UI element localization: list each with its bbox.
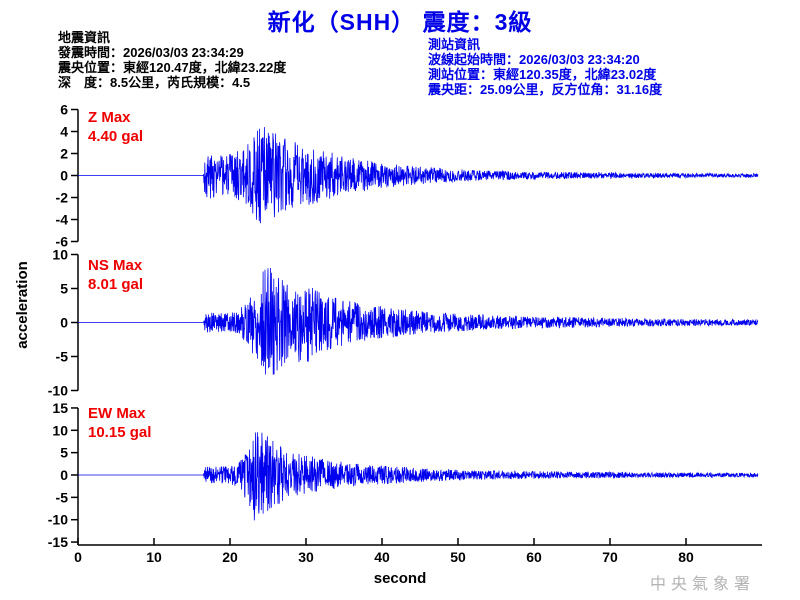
svg-text:30: 30 [298, 549, 314, 565]
svg-text:15: 15 [52, 400, 68, 416]
channel-label-ew: EW Max 10.15 gal [88, 404, 151, 442]
depth-magnitude: 深 度：8.5公里，芮氏規模：4.5 [58, 75, 251, 90]
svg-text:60: 60 [526, 549, 542, 565]
epicenter-location: 震央位置：東經120.47度，北緯23.22度 [58, 60, 287, 75]
svg-text:0: 0 [60, 315, 68, 331]
svg-text:-10: -10 [48, 512, 68, 528]
channel-label-ns: NS Max 8.01 gal [88, 256, 143, 294]
svg-text:-10: -10 [48, 383, 68, 399]
channel-label-z: Z Max 4.40 gal [88, 108, 143, 146]
svg-text:-6: -6 [56, 234, 69, 250]
epicentral-distance: 震央距：25.09公里，反方位角：31.16度 [428, 82, 663, 97]
svg-text:10: 10 [146, 549, 162, 565]
svg-text:2: 2 [60, 146, 68, 162]
origin-time: 發震時間：2026/03/03 23:34:29 [58, 45, 244, 60]
svg-text:-5: -5 [56, 489, 69, 505]
svg-text:5: 5 [60, 281, 68, 297]
station-location: 測站位置：東經120.35度，北緯23.02度 [428, 67, 657, 82]
page-title: 新化（SHH） 震度：3級 [267, 9, 533, 35]
svg-text:50: 50 [450, 549, 466, 565]
svg-text:0: 0 [60, 168, 68, 184]
svg-text:5: 5 [60, 445, 68, 461]
channel-ns-max: 8.01 gal [88, 276, 144, 293]
svg-text:10: 10 [52, 247, 68, 263]
svg-text:-4: -4 [56, 212, 69, 228]
svg-text:40: 40 [374, 549, 390, 565]
svg-text:70: 70 [602, 549, 618, 565]
svg-text:-5: -5 [56, 349, 69, 365]
svg-text:10: 10 [52, 422, 68, 438]
svg-text:-2: -2 [56, 190, 69, 206]
channel-z-name: Z Max [88, 109, 131, 126]
channel-ew-max: 10.15 gal [88, 424, 152, 441]
svg-text:4: 4 [60, 124, 68, 140]
earthquake-info-block: 地震資訊 發震時間：2026/03/03 23:34:29 震央位置：東經120… [58, 30, 286, 90]
wave-start-time: 波線起始時間：2026/03/03 23:34:20 [428, 52, 640, 67]
svg-text:20: 20 [222, 549, 238, 565]
station-info-heading: 測站資訊 [428, 37, 481, 52]
x-axis-title: second [373, 570, 427, 587]
svg-text:80: 80 [678, 549, 694, 565]
svg-text:0: 0 [74, 549, 82, 565]
svg-text:0: 0 [60, 467, 68, 483]
channel-ns-name: NS Max [88, 257, 143, 274]
svg-text:6: 6 [60, 102, 68, 118]
channel-z-max: 4.40 gal [88, 128, 144, 145]
svg-text:-15: -15 [48, 534, 68, 550]
agency-watermark: 中央氣象署 [650, 576, 756, 593]
channel-ew-name: EW Max [88, 405, 146, 422]
station-info-block: 測站資訊 波線起始時間：2026/03/03 23:34:20 測站位置：東經1… [428, 37, 662, 97]
earthquake-info-heading: 地震資訊 [58, 30, 111, 45]
